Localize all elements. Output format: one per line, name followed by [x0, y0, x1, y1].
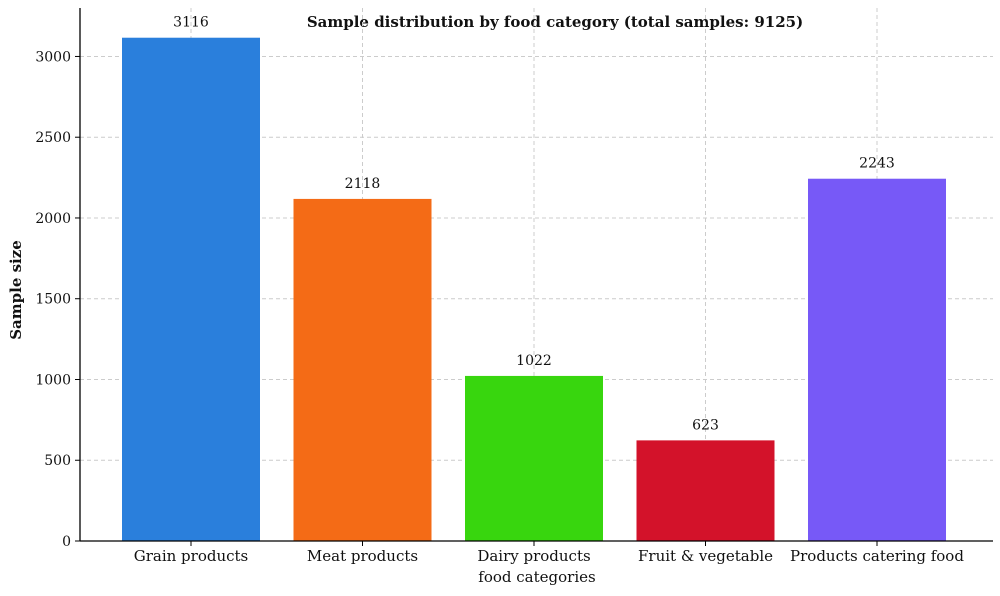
x-tick-label: Grain products [134, 547, 249, 565]
value-label: 623 [692, 417, 719, 433]
value-label: 2118 [345, 176, 381, 192]
bar-dairy-products [465, 375, 603, 541]
x-tick-label: Dairy products [477, 547, 590, 565]
y-tick-label: 500 [44, 453, 71, 469]
y-tick-label: 2500 [35, 130, 71, 146]
x-axis-ticks: Grain products Meat products Dairy product… [134, 541, 964, 565]
bar-products-catering-food [808, 178, 946, 542]
bars [122, 37, 946, 542]
bar-meat-products [293, 198, 432, 542]
y-tick-label: 1000 [35, 372, 71, 388]
value-label: 2243 [859, 156, 895, 172]
y-tick-label: 1500 [35, 292, 71, 308]
x-tick-label: Fruit & vegetable [638, 547, 773, 565]
value-label: 3116 [173, 15, 209, 31]
y-axis-ticks: 0 500 1000 1500 2000 2500 3000 [35, 49, 80, 550]
value-labels: 3116 2118 1022 623 2243 [173, 15, 895, 434]
y-axis-label: Sample size [7, 240, 25, 340]
chart-title: Sample distribution by food category (to… [307, 13, 803, 31]
y-tick-label: 0 [62, 534, 71, 550]
x-tick-label: Products catering food [790, 547, 964, 565]
x-tick-label: Meat products [307, 547, 418, 565]
y-tick-label: 2000 [35, 211, 71, 227]
x-axis-label: food categories [478, 568, 595, 586]
bar-grain-products [122, 37, 260, 542]
bar-fruit-vegetable [636, 440, 775, 541]
y-tick-label: 3000 [35, 49, 71, 65]
value-label: 1022 [516, 353, 552, 369]
